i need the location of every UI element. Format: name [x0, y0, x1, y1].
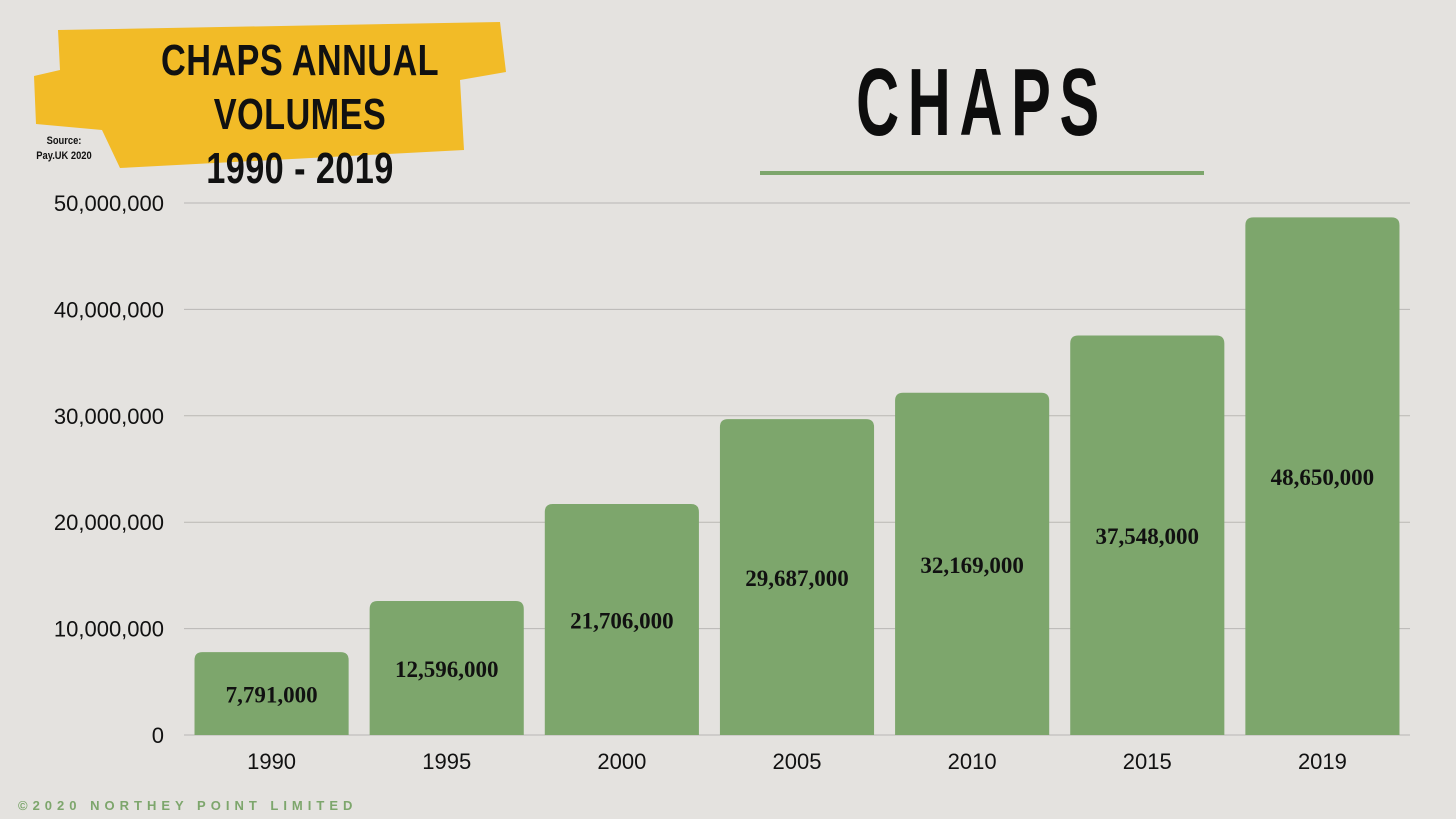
bar-value-label: 32,169,000	[920, 553, 1024, 578]
source-value: Pay.UK 2020	[36, 150, 92, 162]
y-tick-label: 10,000,000	[54, 617, 164, 642]
source-label: Source:	[46, 135, 82, 147]
bar	[1245, 217, 1400, 735]
banner-brush-shape	[34, 22, 506, 168]
bar	[194, 652, 349, 735]
x-tick-label: 2000	[597, 749, 646, 774]
copyright-footer: ©2020 NORTHEY POINT LIMITED	[18, 798, 358, 813]
bar-value-label: 48,650,000	[1271, 465, 1375, 490]
bar-value-label: 21,706,000	[570, 609, 674, 634]
y-tick-label: 30,000,000	[54, 404, 164, 429]
source-note: Source: Pay.UK 2020	[33, 134, 94, 164]
bar	[719, 419, 875, 735]
page-title: CHAPS	[856, 49, 1108, 156]
title-underline	[760, 171, 1204, 175]
bar	[895, 392, 1050, 735]
x-tick-label: 1995	[422, 749, 471, 774]
x-tick-label: 2015	[1123, 749, 1172, 774]
y-tick-label: 20,000,000	[54, 510, 164, 535]
bar-value-label: 12,596,000	[395, 657, 499, 682]
bar	[369, 600, 524, 735]
bar-value-label: 37,548,000	[1096, 524, 1200, 549]
banner-title-line2: 1990 - 2019	[206, 144, 394, 193]
x-tick-label: 1990	[247, 749, 296, 774]
x-tick-label: 2010	[948, 749, 997, 774]
y-tick-label: 50,000,000	[54, 191, 164, 216]
bar	[1070, 335, 1225, 735]
y-tick-label: 40,000,000	[54, 297, 164, 322]
title-banner: CHAPS ANNUAL VOLUMES 1990 - 2019	[30, 20, 510, 193]
x-tick-label: 2019	[1298, 749, 1347, 774]
bar	[544, 504, 699, 735]
bar-value-label: 29,687,000	[745, 566, 849, 591]
bar-value-label: 7,791,000	[226, 683, 318, 708]
y-tick-label: 0	[152, 723, 164, 748]
x-tick-label: 2005	[773, 749, 822, 774]
banner-title: CHAPS ANNUAL VOLUMES 1990 - 2019	[121, 34, 480, 196]
banner-title-line1: CHAPS ANNUAL VOLUMES	[161, 36, 439, 139]
